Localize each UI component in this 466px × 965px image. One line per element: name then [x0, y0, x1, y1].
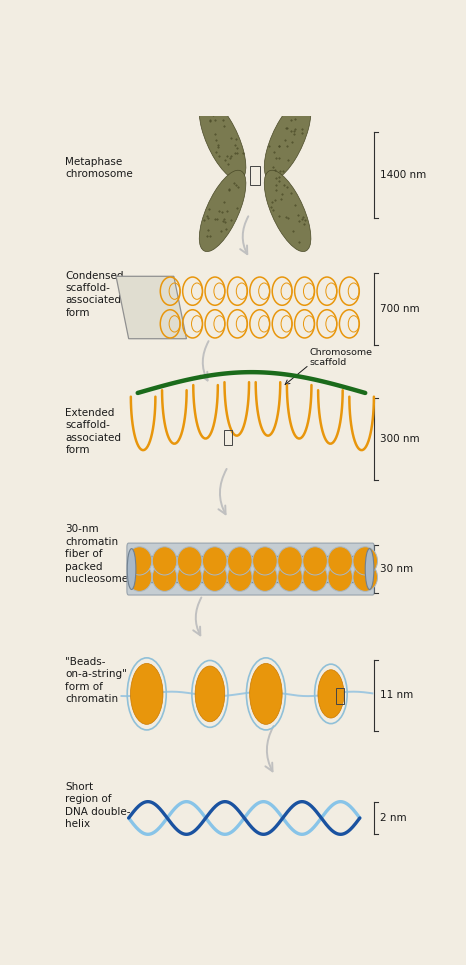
Ellipse shape: [353, 547, 377, 575]
Ellipse shape: [264, 170, 311, 252]
Text: Short
region of
DNA double-
helix: Short region of DNA double- helix: [65, 782, 131, 829]
Ellipse shape: [227, 547, 252, 575]
Ellipse shape: [318, 670, 344, 718]
FancyBboxPatch shape: [127, 543, 374, 595]
Ellipse shape: [253, 547, 277, 575]
Ellipse shape: [227, 564, 252, 592]
Ellipse shape: [303, 564, 327, 592]
Text: 11 nm: 11 nm: [380, 690, 414, 701]
Ellipse shape: [278, 564, 302, 592]
Ellipse shape: [195, 666, 225, 722]
Ellipse shape: [365, 549, 374, 590]
Text: 30-nm
chromatin
fiber of
packed
nucleosomes: 30-nm chromatin fiber of packed nucleoso…: [65, 524, 134, 584]
Ellipse shape: [250, 663, 282, 725]
Text: Chromosome
scaffold: Chromosome scaffold: [309, 347, 372, 367]
Polygon shape: [116, 276, 186, 339]
Text: 2 nm: 2 nm: [380, 813, 407, 823]
Text: Condensed
scaffold-
associated
form: Condensed scaffold- associated form: [65, 270, 124, 317]
Ellipse shape: [328, 547, 352, 575]
Ellipse shape: [178, 547, 202, 575]
Ellipse shape: [202, 547, 227, 575]
Ellipse shape: [253, 564, 277, 592]
Ellipse shape: [202, 564, 227, 592]
Text: Extended
scaffold-
associated
form: Extended scaffold- associated form: [65, 408, 122, 455]
Ellipse shape: [264, 99, 311, 180]
Ellipse shape: [152, 564, 177, 592]
Ellipse shape: [127, 549, 136, 590]
Ellipse shape: [199, 170, 246, 252]
Text: 300 nm: 300 nm: [380, 434, 420, 444]
Text: 30 nm: 30 nm: [380, 565, 413, 574]
Ellipse shape: [130, 663, 163, 725]
Ellipse shape: [328, 564, 352, 592]
Ellipse shape: [178, 564, 202, 592]
Ellipse shape: [353, 564, 377, 592]
Bar: [250, 166, 260, 185]
Text: 700 nm: 700 nm: [380, 304, 420, 314]
Text: Metaphase
chromosome: Metaphase chromosome: [65, 156, 133, 179]
Ellipse shape: [278, 547, 302, 575]
Ellipse shape: [199, 99, 246, 180]
Ellipse shape: [303, 547, 327, 575]
Ellipse shape: [127, 564, 152, 592]
Text: 1400 nm: 1400 nm: [380, 170, 427, 180]
Ellipse shape: [152, 547, 177, 575]
Ellipse shape: [127, 547, 152, 575]
Bar: [224, 430, 233, 445]
Bar: [336, 688, 344, 704]
Text: "Beads-
on-a-string"
form of
chromatin: "Beads- on-a-string" form of chromatin: [65, 657, 127, 704]
